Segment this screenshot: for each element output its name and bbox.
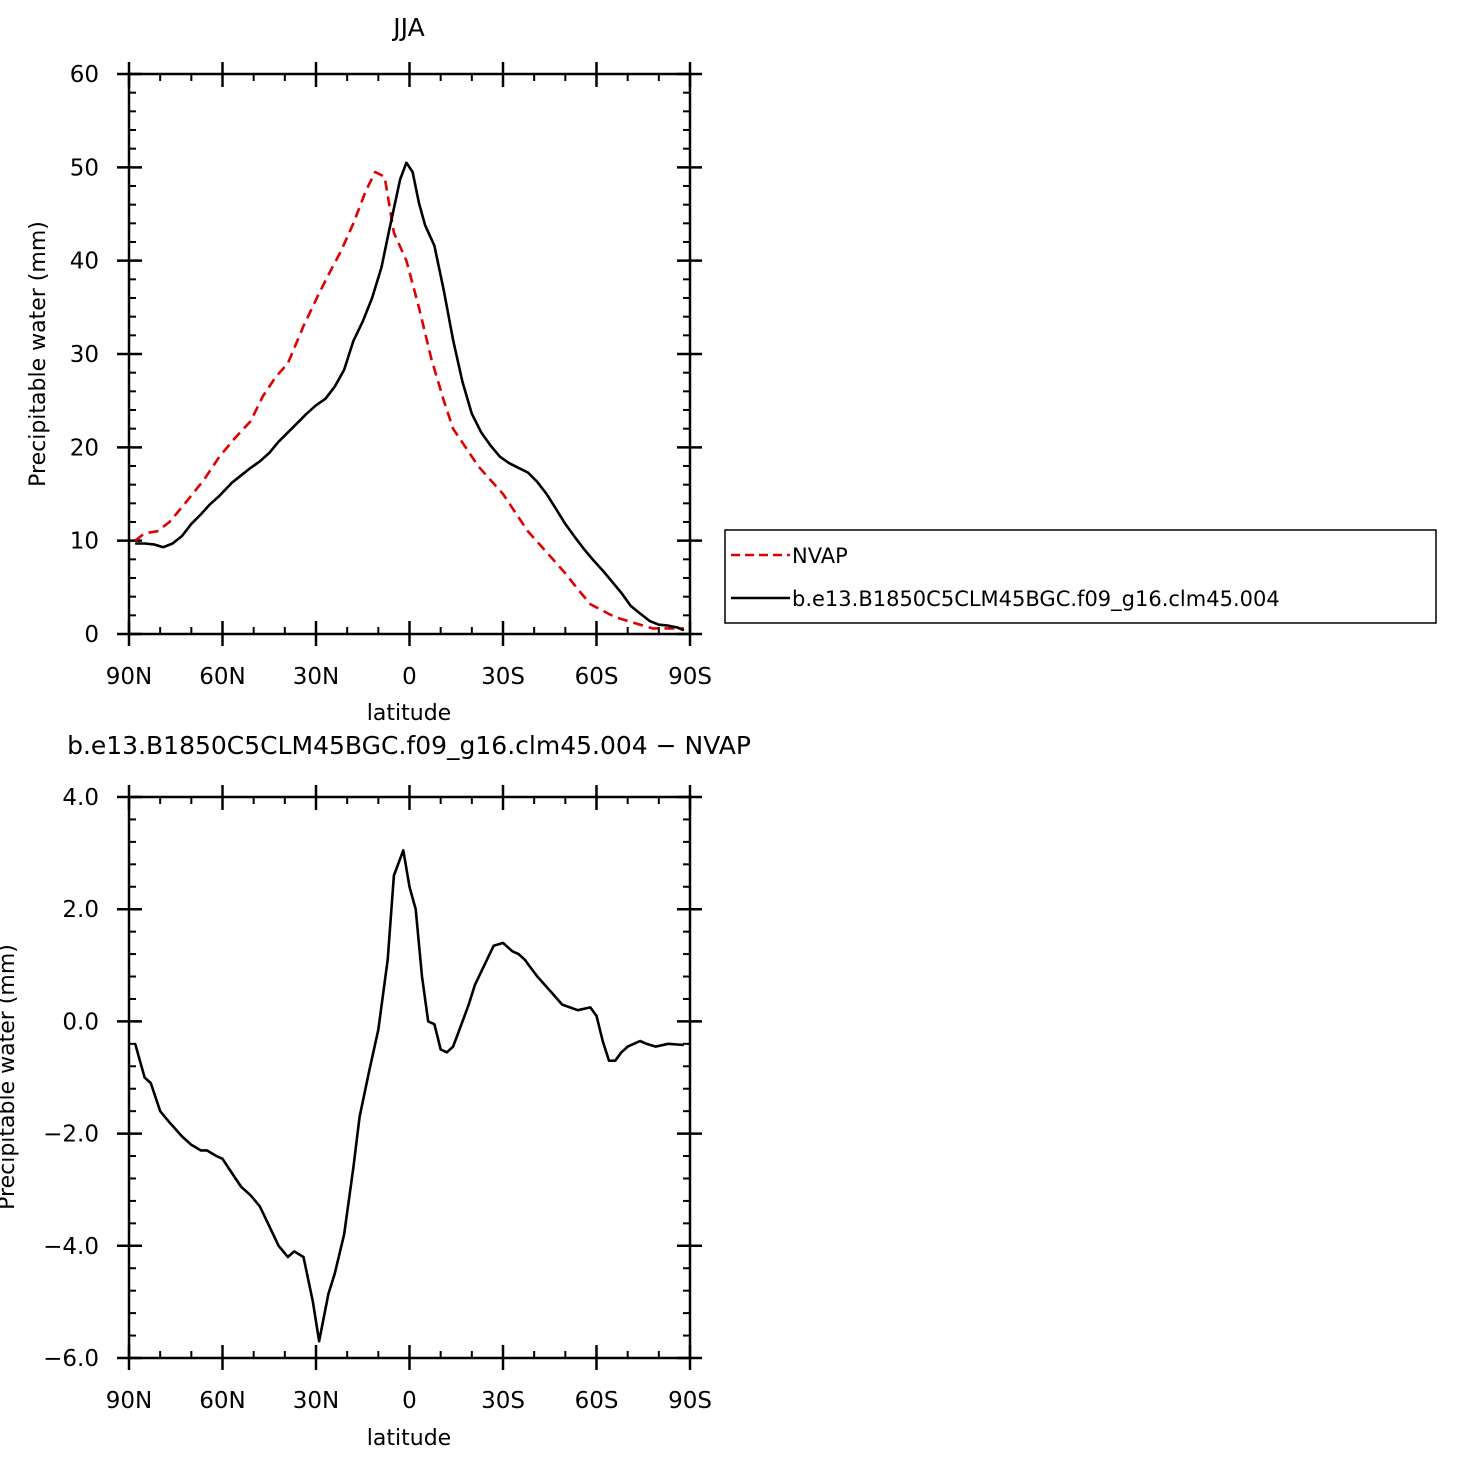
- chart-0-y-tick-label: 20: [70, 435, 99, 461]
- top-chart-series: [134, 161, 685, 632]
- chart-1-y-tick-label: −2.0: [43, 1122, 99, 1148]
- bottom-chart-x-axis-label: latitude: [367, 1426, 451, 1451]
- bottom-chart-plot-frame: [127, 795, 692, 1360]
- chart-1-y-tick-label: 2.0: [62, 897, 99, 923]
- chart-0-x-tick-label: 30N: [293, 664, 339, 690]
- chart-0-y-tick-label: 10: [70, 529, 99, 555]
- chart-0-y-tick-label: 30: [70, 342, 99, 368]
- chart-1-x-tick-label: 90N: [106, 1388, 152, 1414]
- legend-box: [724, 529, 1437, 624]
- chart-0-x-tick-label: 60N: [199, 664, 245, 690]
- chart-0-y-tick-label: 40: [70, 249, 99, 275]
- bottom-chart-title: b.e13.B1850C5CLM45BGC.f09_g16.clm45.004 …: [67, 731, 751, 760]
- chart-0-x-tick-label: 60S: [575, 664, 619, 690]
- chart-0-x-tick-label: 0: [402, 664, 417, 690]
- bottom-chart-ticks: 90N 60N 30N 0 30S 60S 90S −6.0 −4.0 −2.0 0.0 2.0 4.0: [43, 785, 712, 1414]
- bottom-chart-y-axis-label: Precipitable water (mm): [0, 944, 20, 1210]
- chart-0-series-line-0: [134, 170, 684, 630]
- chart-0-y-tick-label: 60: [70, 62, 99, 88]
- chart-1-x-tick-label: 0: [402, 1388, 417, 1414]
- bottom-chart-series: [133, 848, 684, 1343]
- bottom-chart-panel: b.e13.B1850C5CLM45BGC.f09_g16.clm45.004 …: [0, 731, 751, 1451]
- top-chart-y-axis-label: Precipitable water (mm): [26, 221, 51, 487]
- chart-0-x-tick-label: 30S: [481, 664, 525, 690]
- chart-1-y-tick-label: 4.0: [62, 785, 99, 811]
- chart-0-y-tick-label: 50: [70, 155, 99, 181]
- legend-label-model: b.e13.B1850C5CLM45BGC.f09_g16.clm45.004: [792, 587, 1280, 612]
- chart-1-y-tick-label: −6.0: [43, 1346, 99, 1372]
- top-chart-x-axis-label: latitude: [367, 701, 451, 726]
- top-chart-ticks: 90N 60N 30N 0 30S 60S 90S 0 10 20 30 40 50 60: [70, 62, 712, 690]
- chart-0-y-tick-label: 0: [84, 622, 99, 648]
- chart-0-series-line-1: [135, 161, 685, 632]
- legend: NVAP b.e13.B1850C5CLM45BGC.f09_g16.clm45…: [724, 529, 1437, 624]
- chart-1-x-tick-label: 30N: [293, 1388, 339, 1414]
- top-chart-panel: JJA 90N 60N 30N 0 30S 60S 90S 0 10 20 30 40 50 60 lat…: [26, 13, 712, 726]
- top-chart-plot-frame: [127, 72, 692, 636]
- chart-1-x-tick-label: 60N: [199, 1388, 245, 1414]
- top-chart-title: JJA: [391, 13, 424, 42]
- chart-1-y-tick-label: 0.0: [62, 1009, 99, 1035]
- chart-1-x-tick-label: 30S: [481, 1388, 525, 1414]
- chart-0-x-tick-label: 90N: [106, 664, 152, 690]
- chart-1-x-tick-label: 60S: [575, 1388, 619, 1414]
- chart-0-x-tick-label: 90S: [668, 664, 712, 690]
- chart-1-y-tick-label: −4.0: [43, 1234, 99, 1260]
- chart-1-series-line-0: [133, 848, 684, 1343]
- chart-1-x-tick-label: 90S: [668, 1388, 712, 1414]
- legend-label-nvap: NVAP: [792, 544, 848, 568]
